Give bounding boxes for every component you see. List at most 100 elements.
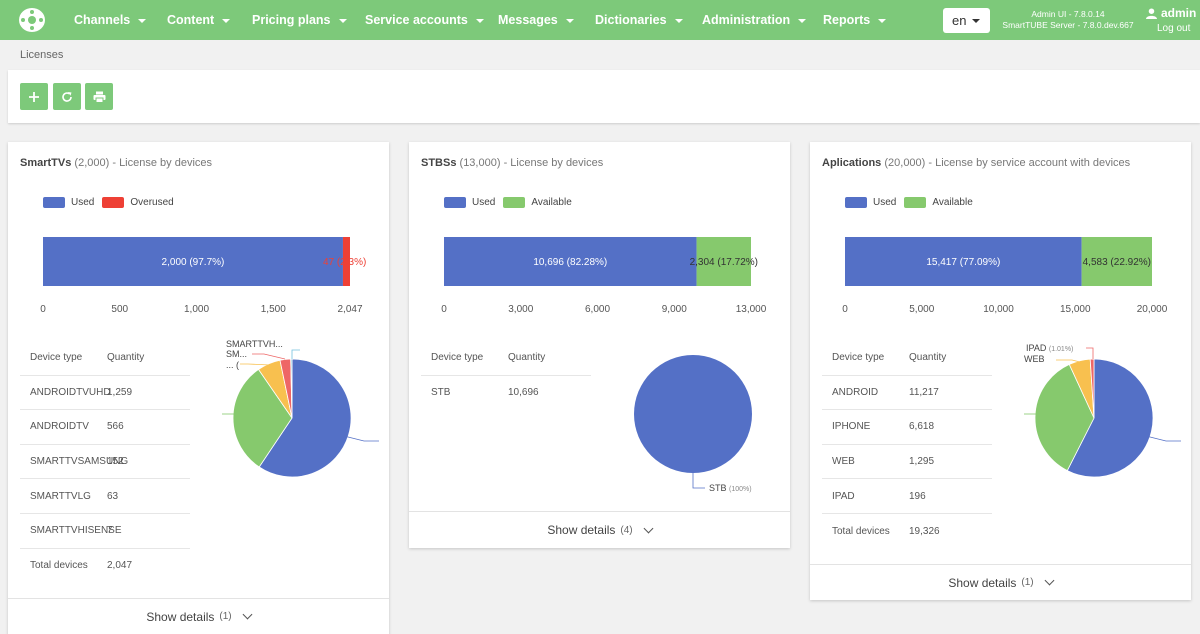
- axis-tick-label: 3,000: [508, 304, 533, 315]
- axis-tick-label: 1,500: [261, 304, 286, 315]
- table-header: Device type Quantity: [421, 341, 591, 376]
- card-title: SmartTVs (2,000) - License by devices: [20, 157, 213, 169]
- axis-tick-label: 0: [842, 304, 848, 315]
- table-total-row: Total devices 2,047: [30, 560, 133, 572]
- license-bar-chart: 2,000 (97.7%) 47 (2.3%) 0 500 1,000 1,500 2,04…: [40, 237, 366, 315]
- chevron-down-icon: [222, 19, 231, 23]
- chevron-down-icon: [138, 19, 147, 23]
- axis-tick-label: 500: [111, 304, 128, 315]
- license-card-smarttvs: SmartTVs (2,000) - License by devices Us…: [8, 142, 389, 634]
- axis-tick-label: 0: [40, 304, 46, 315]
- chevron-down-icon: [338, 19, 347, 23]
- axis-tick-label: 5,000: [909, 304, 934, 315]
- axis-tick-label: 10,000: [983, 304, 1014, 315]
- pie-slice-android[interactable]: [1066, 358, 1154, 478]
- license-card-stbss: STBSs (13,000) - License by devices Used…: [409, 142, 790, 548]
- pie-label: SMARTTVH...: [226, 339, 283, 349]
- axis-tick-label: 20,000: [1137, 304, 1168, 315]
- bar-other[interactable]: [342, 237, 350, 286]
- breadcrumb: Licenses: [20, 49, 64, 61]
- nav-administration[interactable]: Administration: [702, 0, 807, 40]
- nav-dictionaries[interactable]: Dictionaries: [595, 0, 683, 40]
- print-icon: [93, 91, 105, 103]
- device-pie-chart: IPAD (1.01%) WEB: [1024, 343, 1181, 478]
- legend-item-used[interactable]: Used: [43, 197, 94, 208]
- license-bar-chart: 15,417 (77.09%) 4,583 (22.92%) 0 5,000 10,00…: [842, 237, 1168, 315]
- table-row: ANDROID 11,217: [822, 376, 992, 411]
- table-header: Device type Quantity: [20, 341, 190, 376]
- axis-tick-label: 9,000: [662, 304, 687, 315]
- show-details-button[interactable]: Show details (1): [8, 598, 389, 634]
- chevron-down-icon: [242, 609, 253, 620]
- axis-tick-label: 1,000: [184, 304, 209, 315]
- axis-tick-label: 2,047: [337, 304, 362, 315]
- axis-tick-label: 0: [441, 304, 447, 315]
- pie-slice-androidtvuhd[interactable]: [258, 358, 352, 478]
- logout-link[interactable]: Log out: [1157, 23, 1191, 34]
- table-row: WEB 1,295: [822, 445, 992, 480]
- add-button[interactable]: [20, 83, 48, 110]
- table-row: IPHONE 6,618: [822, 410, 992, 445]
- user-menu[interactable]: admin: [1146, 6, 1196, 20]
- legend-item-overused[interactable]: Overused: [102, 197, 174, 208]
- legend-item-available[interactable]: Available: [904, 197, 973, 208]
- nav-content[interactable]: Content: [167, 0, 231, 40]
- print-button[interactable]: [85, 83, 113, 110]
- device-table: Device type Quantity STB 10,696: [421, 341, 591, 410]
- bar-used[interactable]: [845, 237, 1082, 286]
- nav-pricing-plans[interactable]: Pricing plans: [252, 0, 347, 40]
- bar-label-used: 10,696 (82.28%): [533, 257, 607, 268]
- license-bar-chart: 10,696 (82.28%) 2,304 (17.72%) 0 3,000 6,000…: [441, 237, 767, 315]
- pie-slice-ipad[interactable]: [1089, 358, 1095, 419]
- bar-used[interactable]: [444, 237, 697, 286]
- chart-legend: Used Available: [845, 197, 981, 208]
- legend-item-used[interactable]: Used: [845, 197, 896, 208]
- pie-slice-iphone[interactable]: [1034, 363, 1095, 472]
- table-row: ANDROIDTV 566: [20, 410, 190, 445]
- chevron-down-icon: [972, 18, 981, 23]
- nav-reports[interactable]: Reports: [823, 0, 887, 40]
- chevron-down-icon: [643, 523, 654, 533]
- axis-tick-label: 13,000: [736, 304, 767, 315]
- version-info: Admin UI - 7.8.0.14 SmartTUBE Server - 7…: [1002, 9, 1134, 30]
- pie-slice-androidtv[interactable]: [232, 368, 293, 468]
- card-title: Aplications (20,000) - License by servic…: [822, 157, 1131, 169]
- device-pie-chart: SMARTTVH... SM... ... (: [222, 339, 379, 478]
- bar-label-other: 47 (2.3%): [323, 257, 366, 268]
- axis-tick-label: 6,000: [585, 304, 610, 315]
- user-icon: [1146, 7, 1157, 19]
- chevron-down-icon: [674, 19, 683, 23]
- refresh-icon: [62, 91, 72, 102]
- bar-label-used: 15,417 (77.09%): [926, 257, 1000, 268]
- bar-label-other: 2,304 (17.72%): [690, 257, 758, 268]
- legend-item-used[interactable]: Used: [444, 197, 495, 208]
- top-navbar: Channels Content Pricing plans Service a…: [0, 0, 1200, 40]
- table-row: SMARTTVHISENSE 7: [20, 514, 190, 549]
- nav-channels[interactable]: Channels: [74, 0, 147, 40]
- pie-slice-stb[interactable]: [634, 355, 752, 473]
- bar-other[interactable]: [1081, 237, 1152, 286]
- pie-label: ... (: [226, 360, 239, 370]
- table-total-row: Total devices 19,326: [832, 525, 940, 537]
- table-row: STB 10,696: [431, 387, 539, 399]
- chevron-down-icon: [878, 19, 887, 23]
- refresh-button[interactable]: [53, 83, 81, 110]
- chevron-down-icon: [1044, 575, 1055, 586]
- table-row: SMARTTVSAMSUNG 152: [20, 445, 190, 480]
- legend-item-available[interactable]: Available: [503, 197, 572, 208]
- license-card-aplications: Aplications (20,000) - License by servic…: [810, 142, 1191, 600]
- bar-used[interactable]: [43, 237, 343, 286]
- chevron-down-icon: [565, 19, 574, 23]
- chart-legend: Used Available: [444, 197, 580, 208]
- show-details-button[interactable]: Show details (4): [409, 511, 790, 548]
- nav-messages[interactable]: Messages: [498, 0, 574, 40]
- show-details-button[interactable]: Show details (1): [810, 564, 1191, 600]
- language-select[interactable]: en: [943, 8, 990, 33]
- card-title: STBSs (13,000) - License by devices: [421, 157, 604, 169]
- pie-label: IPAD (1.01%): [1026, 343, 1073, 353]
- bar-other[interactable]: [696, 237, 751, 286]
- logo-icon[interactable]: [19, 8, 45, 32]
- nav-service-accounts[interactable]: Service accounts: [365, 0, 484, 40]
- chart-legend: Used Overused: [43, 197, 182, 208]
- table-header: Device type Quantity: [822, 341, 992, 376]
